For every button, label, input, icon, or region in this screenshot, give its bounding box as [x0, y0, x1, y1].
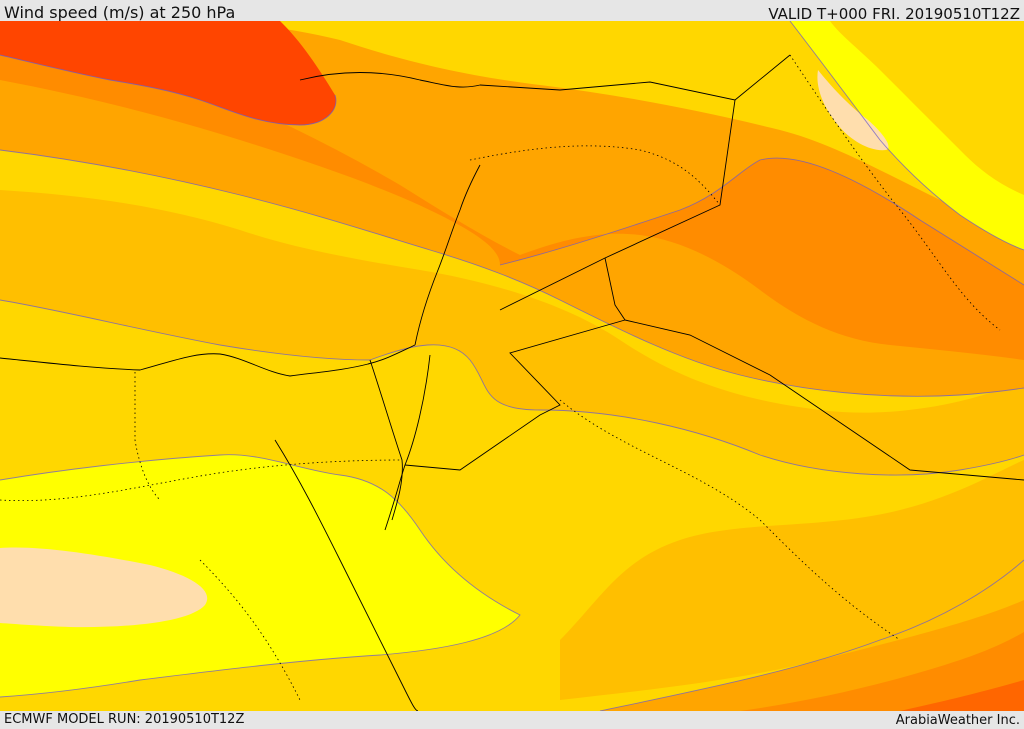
coastline-levant [414, 164, 481, 346]
contour-line [0, 149, 1024, 397]
map-title: Wind speed (m/s) at 250 hPa [4, 3, 236, 22]
border-sudan-internal [199, 559, 301, 701]
border-turkey-syria [479, 54, 791, 101]
border-egypt-libya [134, 372, 161, 501]
border-saudi-iraq [624, 319, 1024, 481]
border-saudi-jordan [404, 319, 626, 471]
coastline-north-africa [0, 344, 416, 377]
contour-line [0, 54, 337, 126]
border-saudi-internal [559, 399, 901, 641]
contour-line [0, 299, 1024, 476]
model-run-label: ECMWF MODEL RUN: 20190510T12Z [4, 712, 245, 727]
credit-label: ArabiaWeather Inc. [895, 713, 1020, 728]
band-jet-max [0, 21, 336, 125]
coastline-red-sea [274, 439, 419, 711]
header-bar: Wind speed (m/s) at 250 hPa VALID T+000 … [0, 0, 1024, 23]
band-jet-core [0, 22, 1024, 360]
band-yellow-ne [790, 21, 1024, 250]
band-south-red [900, 680, 1024, 711]
band-south-darkorange [740, 632, 1024, 711]
valid-time: VALID T+000 FRI. 20190510T12Z [768, 5, 1020, 23]
contour-line [499, 157, 1024, 286]
border-jordan-iraq [604, 257, 626, 321]
band-east-amber [560, 460, 1024, 700]
coastline-gulf-suez [369, 359, 403, 521]
band-middle-amber [0, 190, 1024, 475]
border-iran-iraq [789, 54, 1001, 331]
contour-line [599, 559, 1024, 711]
band-light-west [0, 547, 208, 628]
band-light-ne [817, 70, 889, 151]
coastline-turkey-south [299, 72, 481, 88]
wind-speed-map [0, 21, 1024, 711]
footer-bar: ECMWF MODEL RUN: 20190510T12Z ArabiaWeat… [0, 711, 1024, 729]
border-egypt-sudan [0, 459, 403, 501]
contour-line [789, 21, 1024, 251]
contour-line [0, 454, 521, 698]
border-syria-iraq [499, 99, 736, 311]
